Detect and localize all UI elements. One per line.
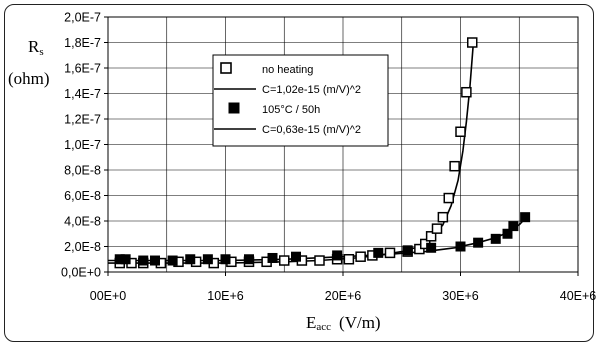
y-axis-label-sub: s — [39, 46, 43, 58]
heated-data-point — [150, 255, 160, 266]
y-tick-label: 0,0E+0 — [61, 266, 101, 280]
heated-data-point — [490, 233, 501, 244]
no-heating-data-point — [449, 160, 460, 172]
no-heating-data-point — [314, 255, 325, 266]
legend-label-no-heating: no heating — [262, 64, 313, 76]
no-heating-data-point — [455, 126, 466, 137]
heated-data-point — [473, 237, 484, 248]
x-axis-label-main: E — [306, 313, 316, 332]
heated-data-point — [508, 221, 519, 232]
y-tick-label: 1,0E-7 — [64, 138, 101, 152]
data-markers — [114, 37, 531, 269]
legend-label-heated: 105°C / 50h — [262, 104, 320, 116]
heated-data-point — [267, 252, 278, 263]
heated-data-point — [202, 254, 213, 265]
x-tick-label: 40E+6 — [560, 289, 597, 303]
no-heating-data-point — [343, 254, 355, 265]
no-heating-data-point — [384, 247, 396, 259]
heated-data-point — [291, 251, 301, 262]
heated-data-point — [244, 254, 254, 265]
y-tick-label: 2,0E-7 — [64, 11, 101, 25]
chart-frame — [4, 4, 594, 342]
y-tick-label: 6,0E-8 — [64, 189, 101, 203]
y-tick-label: 1,4E-7 — [64, 87, 101, 101]
heated-data-point — [120, 254, 131, 265]
no-heating-data-point — [443, 192, 454, 204]
y-axis-unit: (ohm) — [8, 69, 50, 88]
y-ticks: 0,0E+0 2,0E-8 4,0E-8 6,0E-8 8,0E-8 1,0E-7 1,2E… — [61, 11, 108, 280]
fit-line-series-3 — [108, 216, 527, 262]
y-tick-label: 2,0E-8 — [64, 240, 101, 254]
x-axis-label-unit: (V/m) — [339, 313, 381, 332]
heated-data-point — [220, 254, 231, 265]
y-tick-label: 1,8E-7 — [64, 36, 101, 50]
x-tick-label: 30E+6 — [442, 289, 479, 303]
heated-data-point — [332, 250, 343, 261]
no-heating-data-point — [461, 86, 472, 98]
heated-data-point — [167, 255, 178, 266]
x-ticks: 00E+0 10E+6 20E+6 30E+6 40E+6 — [90, 272, 597, 303]
heated-data-point — [455, 241, 466, 252]
y-axis-label: Rs — [28, 37, 44, 58]
x-axis-label: Eacc (V/m) — [306, 313, 381, 333]
heated-data-point — [520, 212, 531, 223]
y-tick-label: 4,0E-8 — [64, 215, 101, 229]
legend-marker-heated — [228, 102, 240, 114]
heated-data-point — [402, 245, 413, 256]
y-tick-label: 1,2E-7 — [64, 113, 101, 127]
no-heating-data-point — [431, 223, 443, 234]
heated-data-point — [138, 255, 149, 266]
heated-data-point — [426, 242, 437, 253]
legend-box — [212, 54, 389, 147]
no-heating-data-point — [467, 37, 478, 48]
x-tick-label: 20E+6 — [325, 289, 362, 303]
legend-label-fit-2: C=0,63e-15 (m/V)^2 — [262, 124, 361, 136]
legend-marker-no-heating — [220, 62, 232, 74]
legend-label-fit-1: C=1,02e-15 (m/V)^2 — [262, 84, 361, 96]
x-tick-label: 00E+0 — [90, 289, 127, 303]
no-heating-data-point — [425, 231, 437, 242]
no-heating-data-point — [279, 255, 290, 266]
legend: no heating C=1,02e-15 (m/V)^2 105°C / 50… — [212, 54, 389, 147]
x-axis-label-sub: acc — [316, 321, 331, 333]
no-heating-data-point — [437, 211, 449, 223]
heated-data-point — [185, 254, 196, 265]
y-tick-label: 1,6E-7 — [64, 62, 101, 76]
x-tick-label: 10E+6 — [207, 289, 244, 303]
y-tick-label: 8,0E-8 — [64, 164, 101, 178]
no-heating-data-point — [355, 251, 366, 262]
heated-data-point — [373, 247, 384, 258]
heated-data-point — [502, 228, 513, 239]
y-axis-label-main: R — [28, 37, 40, 56]
